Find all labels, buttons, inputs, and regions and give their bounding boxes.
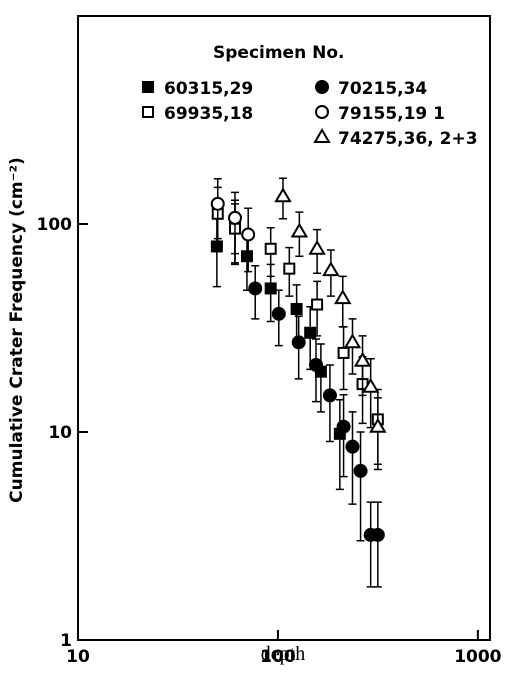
x-tick-label: 10 <box>66 647 90 667</box>
legend-label: 69935,18 <box>164 104 253 124</box>
legend-title: Specimen No. <box>213 43 344 63</box>
plot-frame <box>77 15 491 641</box>
marker <box>304 326 317 339</box>
error-bar <box>339 394 348 478</box>
marker <box>271 306 286 321</box>
marker <box>228 210 243 225</box>
x-axis-label: depth <box>261 643 305 665</box>
error-bar <box>373 397 382 471</box>
x-tick-label: 1000 <box>454 647 501 667</box>
marker <box>248 281 263 296</box>
marker <box>322 261 340 277</box>
marker <box>336 419 351 434</box>
marker <box>353 463 368 478</box>
legend-label: 60315,29 <box>164 79 253 99</box>
marker <box>210 196 225 211</box>
y-tick-label: 100 <box>37 215 73 235</box>
error-bar <box>335 398 344 491</box>
marker <box>353 351 372 367</box>
marker <box>291 335 306 350</box>
marker <box>345 439 360 454</box>
marker <box>240 250 253 263</box>
marker <box>337 346 350 359</box>
marker <box>290 303 303 316</box>
legend-marker <box>313 128 331 143</box>
legend-marker <box>315 105 329 119</box>
y-tick-label: 10 <box>48 423 72 443</box>
marker <box>283 262 296 275</box>
marker <box>210 240 223 253</box>
legend-marker <box>315 80 329 94</box>
marker <box>308 357 323 372</box>
marker <box>370 527 385 542</box>
marker <box>361 377 380 393</box>
error-bar <box>348 411 357 505</box>
marker <box>308 239 326 255</box>
marker <box>334 289 352 305</box>
legend-label: 79155,19 1 <box>338 104 445 124</box>
legend-marker <box>142 106 154 118</box>
marker <box>274 187 292 203</box>
legend-label: 70215,34 <box>338 79 427 99</box>
error-bar <box>316 343 325 413</box>
y-tick-label: 1 <box>60 631 72 651</box>
error-bar <box>366 501 375 588</box>
marker <box>290 222 309 238</box>
marker <box>311 298 324 311</box>
error-bar <box>356 431 365 542</box>
y-axis-label: Cumulative Crater Frequency (cm⁻²) <box>7 157 27 503</box>
x-tick-label: 100 <box>260 647 296 667</box>
marker <box>369 417 387 433</box>
marker <box>264 282 277 295</box>
error-bar <box>325 364 334 443</box>
marker <box>264 242 277 255</box>
marker <box>343 333 362 349</box>
legend-marker <box>142 81 154 93</box>
marker <box>241 227 256 242</box>
error-bar <box>373 501 382 588</box>
marker <box>322 388 337 403</box>
error-bar <box>212 217 221 288</box>
legend-label: 74275,36, 2+3 <box>338 129 478 149</box>
